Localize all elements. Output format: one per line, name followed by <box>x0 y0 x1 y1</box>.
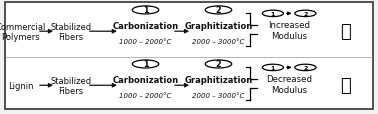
Text: 2000 – 3000°C: 2000 – 3000°C <box>192 39 245 45</box>
Text: 🙂: 🙂 <box>341 23 351 41</box>
Text: Decreased
Modulus: Decreased Modulus <box>266 75 312 94</box>
FancyBboxPatch shape <box>5 3 373 109</box>
Text: 2: 2 <box>216 6 221 15</box>
Text: 1: 1 <box>271 65 275 70</box>
Text: Stabilized
Fibers: Stabilized Fibers <box>51 22 91 41</box>
Text: Carbonization: Carbonization <box>113 22 178 31</box>
Text: Lignin: Lignin <box>8 81 34 90</box>
Text: Carbonization: Carbonization <box>113 75 178 84</box>
Text: 1000 – 2000°C: 1000 – 2000°C <box>119 39 172 45</box>
Text: 1: 1 <box>271 12 275 17</box>
Text: 2: 2 <box>303 12 308 17</box>
Text: 2000 – 3000°C: 2000 – 3000°C <box>192 92 245 98</box>
Text: 2: 2 <box>303 65 308 70</box>
Text: 🤔: 🤔 <box>341 77 351 94</box>
Text: Increased
Modulus: Increased Modulus <box>268 21 310 40</box>
Text: 2: 2 <box>216 60 221 69</box>
Text: 1000 – 2000°C: 1000 – 2000°C <box>119 92 172 98</box>
Text: Graphitization: Graphitization <box>184 22 253 31</box>
Text: 1: 1 <box>143 6 148 15</box>
Text: Stabilized
Fibers: Stabilized Fibers <box>51 76 91 95</box>
Text: 1: 1 <box>143 60 148 69</box>
Text: Commercial
Polymers: Commercial Polymers <box>0 22 46 41</box>
Text: Graphitization: Graphitization <box>184 75 253 84</box>
